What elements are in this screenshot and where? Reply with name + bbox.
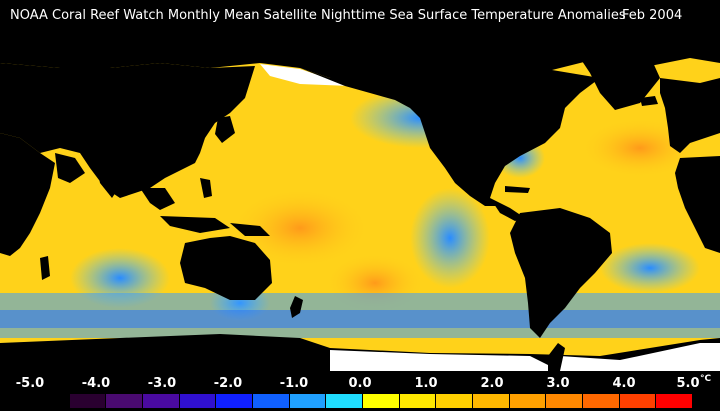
madagascar [40,256,50,280]
colorbar-swatch [583,394,620,408]
legend-label-8: 3.0 [546,376,570,391]
colorbar-swatch [509,394,547,408]
north-america [300,58,600,206]
colorbar-swatch [216,394,254,408]
new-zealand [290,296,303,318]
colorbar-swatch [473,394,510,408]
title-date: Feb 2004 [622,8,683,23]
legend-label-10: 5.0 [676,376,700,391]
colorbar-swatch [253,394,290,408]
new-guinea [230,223,270,236]
southern-ocean-band-deep [0,310,720,328]
india [95,158,125,198]
southeast-asia [140,188,175,210]
map-title: NOAA Coral Reef Watch Monthly Mean Satel… [0,8,720,30]
africa-east [0,133,55,256]
colorbar-swatch [436,394,474,408]
greenland [580,56,660,110]
iceland [640,96,658,106]
colorbar-swatch [326,394,364,408]
legend-label-6: 1.0 [414,376,438,391]
legend-label-0: -5.0 [15,376,45,391]
cuba [505,186,530,193]
central-america [490,198,525,221]
south-america [510,208,612,338]
legend-label-9: 4.0 [612,376,636,391]
legend-label-1: -4.0 [81,376,111,391]
antarctic-peninsula [548,343,565,371]
colorbar-swatch [363,394,400,408]
british-isles [668,110,678,130]
indonesia [160,216,230,233]
colorbar-swatch [546,394,584,408]
colorbar-swatch [179,394,217,408]
warm-anomaly-west-pacific [230,188,370,268]
colorbar-swatch [33,394,70,408]
colorbar-swatch [106,394,144,408]
legend-label-3: -2.0 [213,376,243,391]
sea-ice-south-east [560,343,720,371]
legend-label-7: 2.0 [480,376,504,391]
arabian-peninsula [55,153,85,183]
legend-label-4: -1.0 [279,376,309,391]
legend-unit: °C [700,374,712,384]
australia [180,236,272,300]
japan [215,116,235,143]
philippines [200,178,212,198]
legend-label-2: -3.0 [147,376,177,391]
legend-label-5: 0.0 [348,376,372,391]
africa-west [675,156,720,253]
colorbar-swatch [656,394,694,408]
europe-west [660,78,720,153]
colorbar-swatch [399,394,437,408]
colorbar-swatch [619,394,657,408]
title-text: NOAA Coral Reef Watch Monthly Mean Satel… [10,8,626,23]
colorbar [33,394,694,408]
colorbar-swatch [143,394,180,408]
sea-ice-south [330,350,560,371]
sst-anomaly-map [0,38,720,371]
cool-anomaly-south-atlantic [600,243,700,293]
cool-anomaly-east-pacific [410,188,490,288]
colorbar-swatch [289,394,327,408]
eurasia-west [0,63,255,198]
colorbar-swatch [69,394,107,408]
